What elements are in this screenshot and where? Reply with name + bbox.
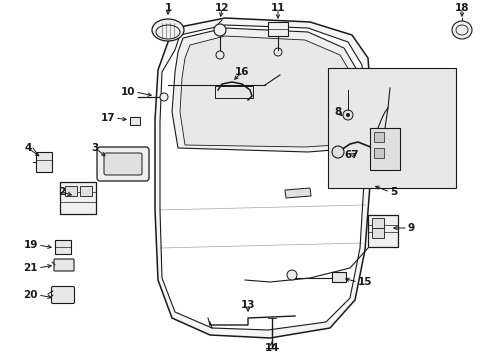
Text: 9: 9 [407, 223, 414, 233]
Bar [36, 152, 52, 172]
Circle shape [214, 24, 225, 36]
Text: 19: 19 [23, 240, 38, 250]
Ellipse shape [451, 21, 471, 39]
Text: 18: 18 [454, 3, 468, 13]
FancyBboxPatch shape [51, 287, 74, 303]
Bar [371, 228, 383, 238]
Text: 20: 20 [23, 290, 38, 300]
Text: 1: 1 [164, 3, 171, 13]
Circle shape [331, 146, 343, 158]
Text: 3: 3 [91, 143, 99, 153]
Text: 11: 11 [270, 3, 285, 13]
Circle shape [346, 113, 349, 117]
Text: 14: 14 [264, 343, 279, 353]
Text: 13: 13 [240, 300, 255, 310]
Text: 16: 16 [234, 67, 249, 77]
Text: 67: 67 [344, 150, 359, 160]
Polygon shape [180, 36, 353, 147]
Bar [367, 215, 397, 247]
Bar [55, 240, 71, 254]
Text: 5: 5 [389, 187, 396, 197]
FancyBboxPatch shape [104, 153, 142, 175]
Circle shape [342, 110, 352, 120]
Text: 10: 10 [120, 87, 135, 97]
Text: 8: 8 [334, 107, 341, 117]
Text: 15: 15 [357, 277, 372, 287]
Text: 21: 21 [23, 263, 38, 273]
Circle shape [286, 270, 296, 280]
FancyBboxPatch shape [54, 259, 74, 271]
Bar [130, 117, 140, 125]
Text: 17: 17 [100, 113, 115, 123]
Text: 2: 2 [58, 187, 65, 197]
Polygon shape [285, 188, 310, 198]
Ellipse shape [152, 19, 183, 41]
Polygon shape [160, 25, 365, 330]
Polygon shape [155, 18, 371, 338]
Circle shape [160, 93, 168, 101]
Bar [267, 22, 287, 36]
Bar [371, 218, 383, 228]
Bar [215, 86, 252, 98]
Bar [369, 128, 399, 170]
Bar [65, 186, 77, 196]
Bar [373, 132, 383, 142]
Polygon shape [172, 28, 359, 152]
Bar [327, 68, 455, 188]
Bar [80, 186, 92, 196]
Bar [60, 182, 96, 214]
FancyBboxPatch shape [97, 147, 149, 181]
Text: 4: 4 [24, 143, 32, 153]
Bar [373, 148, 383, 158]
Bar [331, 272, 346, 282]
Text: 12: 12 [214, 3, 229, 13]
